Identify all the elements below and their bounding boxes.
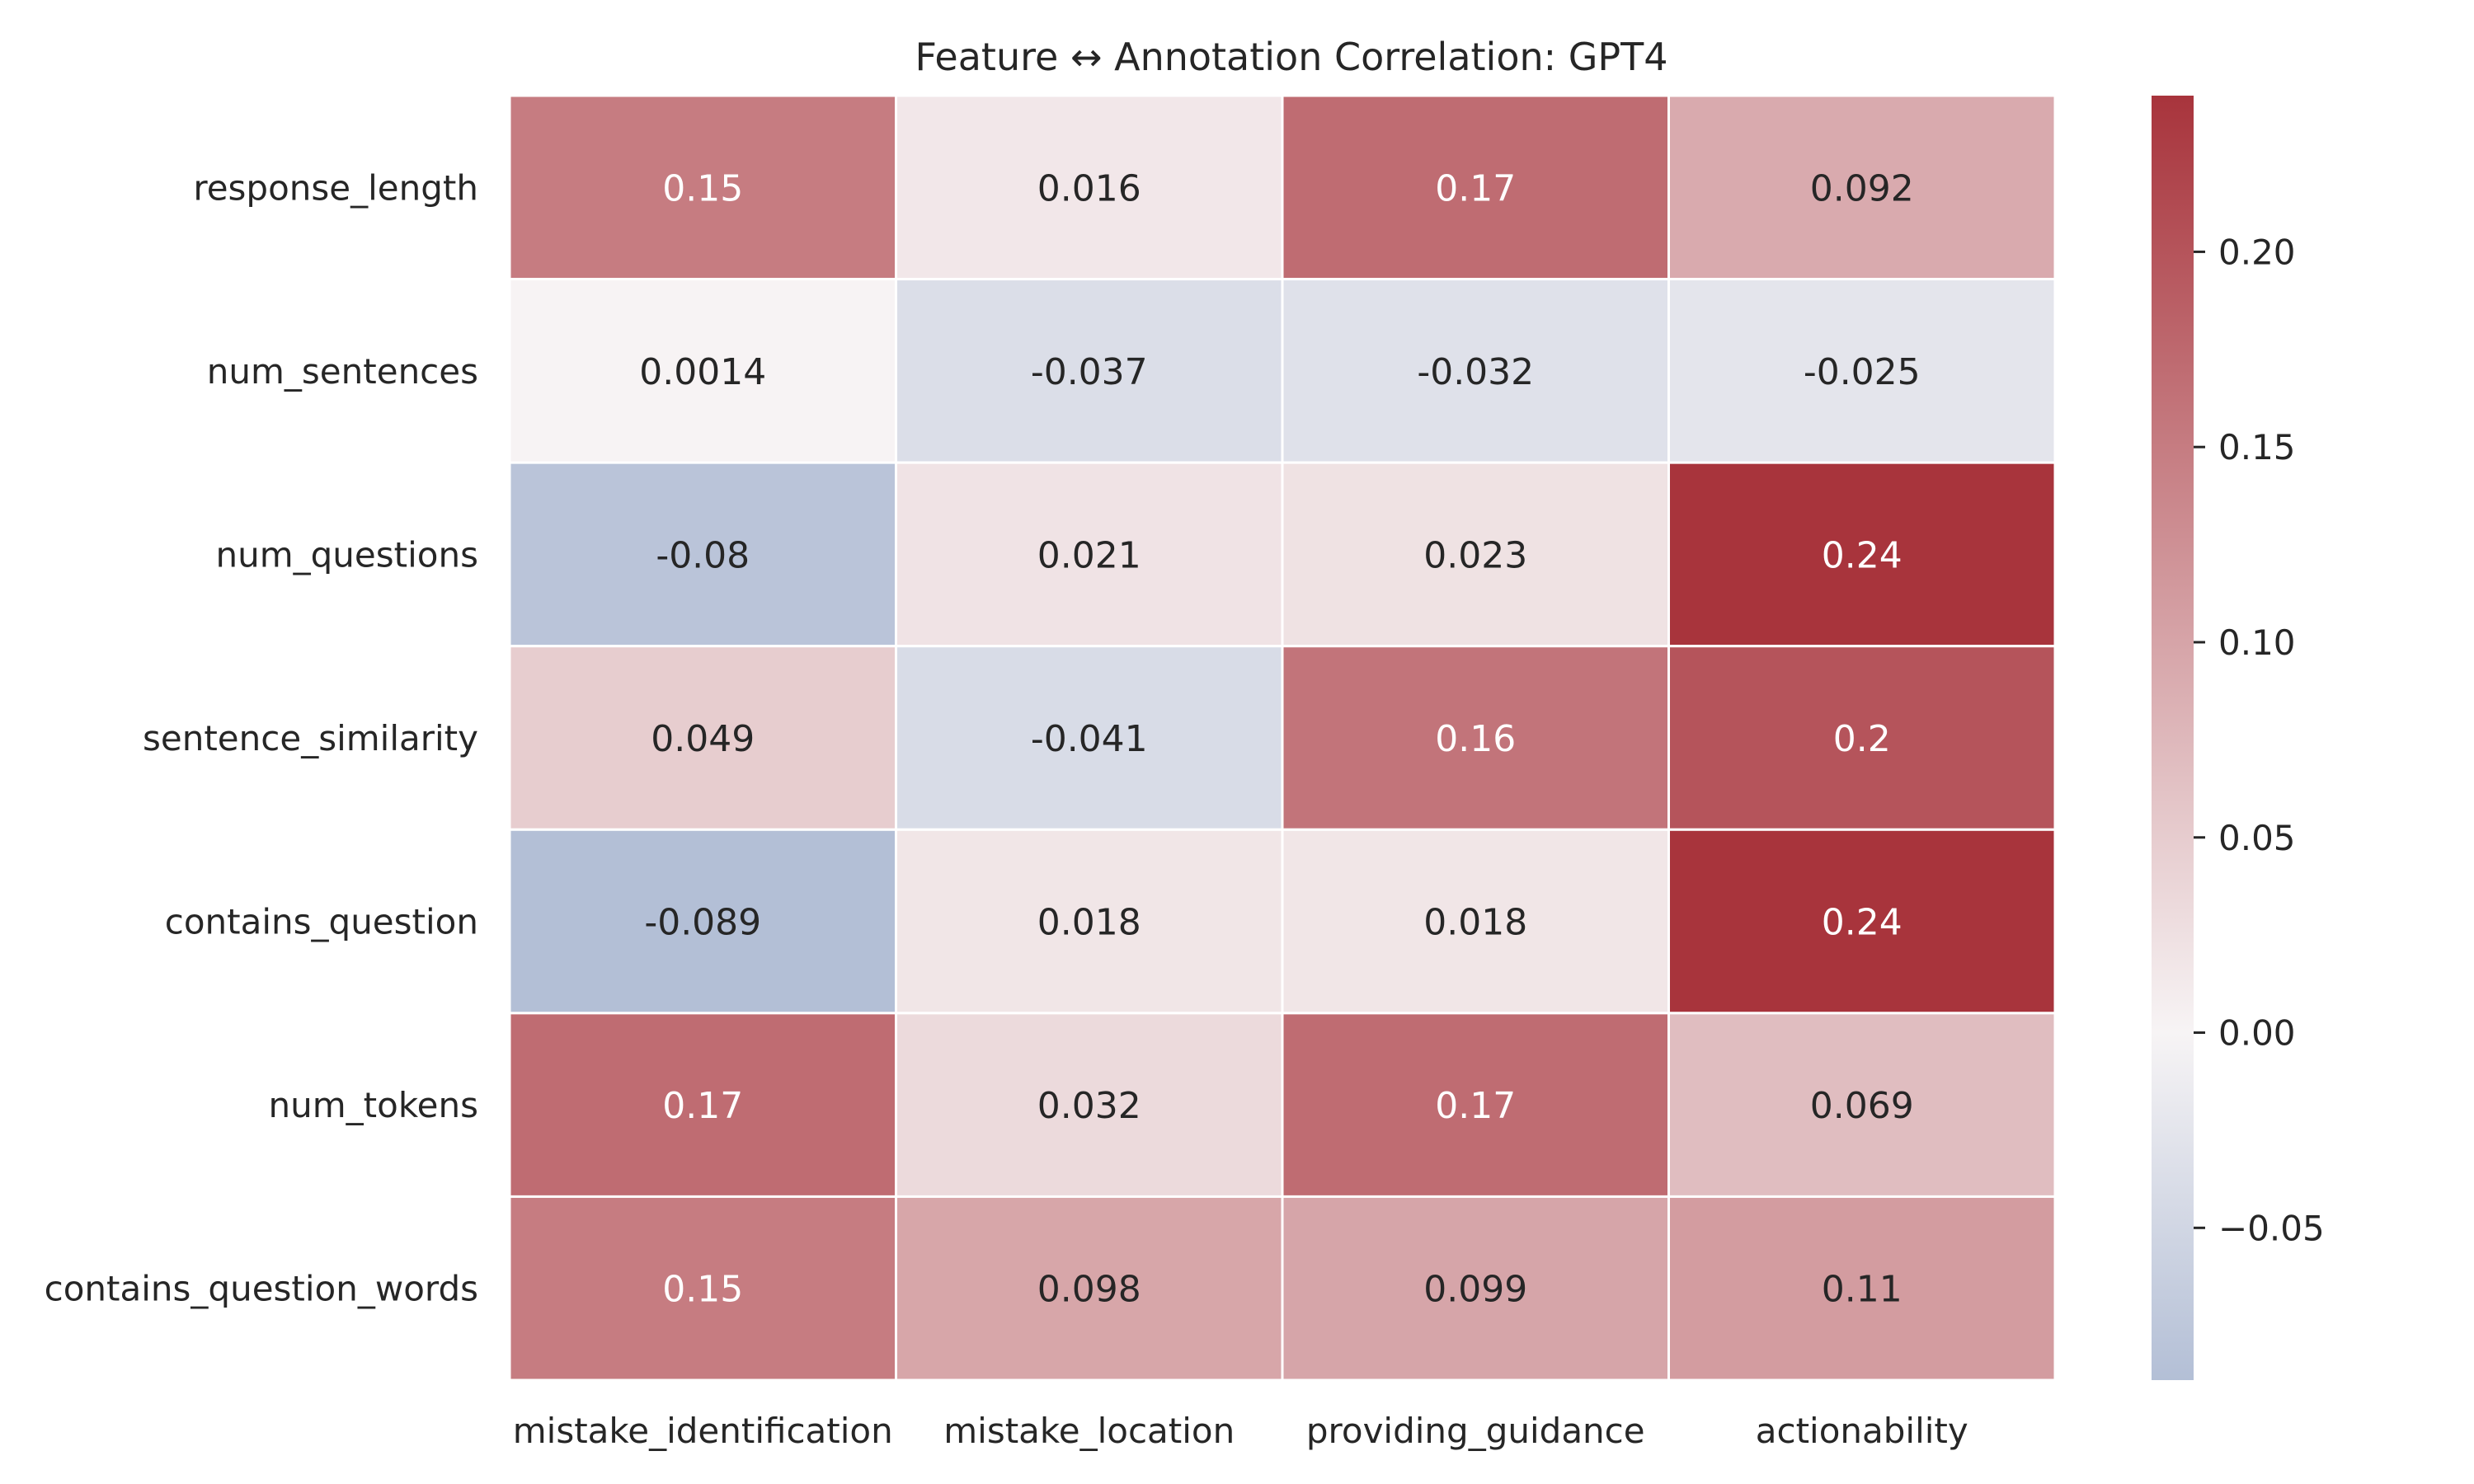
cell-value-label: 0.023 [1423, 534, 1527, 576]
heatmap-cell [508, 1012, 897, 1198]
heatmap-cell [1667, 461, 2057, 648]
row-labels: response_length num_sentences num_question… [45, 167, 478, 1308]
cell-value-label: -0.032 [1417, 351, 1534, 393]
heatmap-cell [895, 828, 1284, 1015]
heatmap-cell [1667, 645, 2057, 831]
heatmap-cell [1667, 828, 2057, 1015]
cell-value-label: 0.049 [651, 718, 755, 760]
cell-value-label: 0.032 [1037, 1085, 1141, 1127]
cell-value-label: 0.0014 [639, 351, 766, 393]
heatmap-cell [895, 461, 1284, 648]
heatmap-cell [1281, 645, 1670, 831]
row-label: num_sentences [207, 351, 478, 392]
heatmap-cell [508, 1195, 897, 1382]
column-label: providing_guidance [1306, 1411, 1645, 1451]
row-label: num_tokens [269, 1085, 478, 1125]
cell-value-label: -0.025 [1804, 351, 1921, 393]
cell-value-label: -0.041 [1031, 718, 1148, 760]
colorbar-tick-label: 0.20 [2218, 232, 2296, 272]
colorbar-gradient [2152, 96, 2194, 1380]
row-label: response_length [193, 167, 478, 208]
cell-value-label: 0.021 [1037, 534, 1141, 576]
heatmap-cell [1281, 1195, 1670, 1382]
cell-value-label: 0.15 [662, 1269, 743, 1311]
cell-value-label: -0.037 [1031, 351, 1148, 393]
heatmap-cell [508, 645, 897, 831]
chart-title: Feature ↔ Annotation Correlation: GPT4 [915, 35, 1667, 79]
cell-value-label: 0.17 [662, 1085, 743, 1127]
cell-value-label: 0.24 [1822, 902, 1903, 944]
cell-value-label: 0.099 [1423, 1269, 1527, 1311]
heatmap-cell [1281, 1012, 1670, 1198]
cell-value-label: 0.016 [1037, 167, 1141, 209]
heatmap-cell [508, 278, 897, 464]
row-label: num_questions [216, 534, 479, 575]
heatmap-cell [1667, 94, 2057, 281]
cell-value-label: 0.11 [1822, 1269, 1903, 1311]
cell-value-label: 0.24 [1822, 534, 1903, 576]
heatmap-cell [1281, 828, 1670, 1015]
colorbar-tick-label: 0.05 [2218, 818, 2296, 858]
colorbar-tick-label: 0.00 [2218, 1013, 2296, 1054]
heatmap-cell [895, 1012, 1284, 1198]
cell-value-label: -0.089 [644, 902, 761, 944]
column-label: actionability [1756, 1411, 1968, 1451]
cell-value-label: 0.092 [1810, 167, 1914, 209]
heatmap-cell [895, 94, 1284, 281]
column-label: mistake_location [943, 1411, 1235, 1451]
heatmap-cell [1281, 94, 1670, 281]
heatmap-cell [895, 278, 1284, 464]
cell-value-label: 0.018 [1423, 902, 1527, 944]
row-label: sentence_similarity [143, 718, 478, 758]
cell-value-label: 0.2 [1833, 718, 1891, 760]
cell-value-label: 0.098 [1037, 1269, 1141, 1311]
row-label: contains_question [165, 902, 478, 942]
colorbar-tick-label: 0.15 [2218, 427, 2296, 467]
heatmap-cell [1667, 1195, 2057, 1382]
heatmap-cell [508, 94, 897, 281]
heatmap-cells: 0.15 0.016 0.17 0.092 0.0014 -0.037 -0.032 -0.0… [508, 94, 2057, 1382]
cell-value-label: 0.17 [1435, 1085, 1516, 1127]
row-label: contains_question_words [45, 1269, 478, 1309]
colorbar: −0.05 0.00 0.05 0.10 0.15 0.20 [2152, 96, 2325, 1380]
heatmap-cell [508, 828, 897, 1015]
cell-value-label: 0.16 [1435, 718, 1516, 760]
cell-value-label: 0.018 [1037, 902, 1141, 944]
cell-value-label: 0.17 [1435, 167, 1516, 209]
column-label: mistake_identification [513, 1411, 893, 1451]
cell-value-label: 0.069 [1810, 1085, 1914, 1127]
heatmap-cell [1667, 1012, 2057, 1198]
cell-value-label: 0.15 [662, 167, 743, 209]
colorbar-tick-label: 0.10 [2218, 622, 2296, 663]
column-labels: mistake_identification mistake_location pr… [513, 1411, 1968, 1451]
colorbar-tick-label: −0.05 [2218, 1208, 2325, 1248]
heatmap-cell [895, 645, 1284, 831]
cell-value-label: -0.08 [656, 534, 750, 576]
heatmap-cell [1667, 278, 2057, 464]
